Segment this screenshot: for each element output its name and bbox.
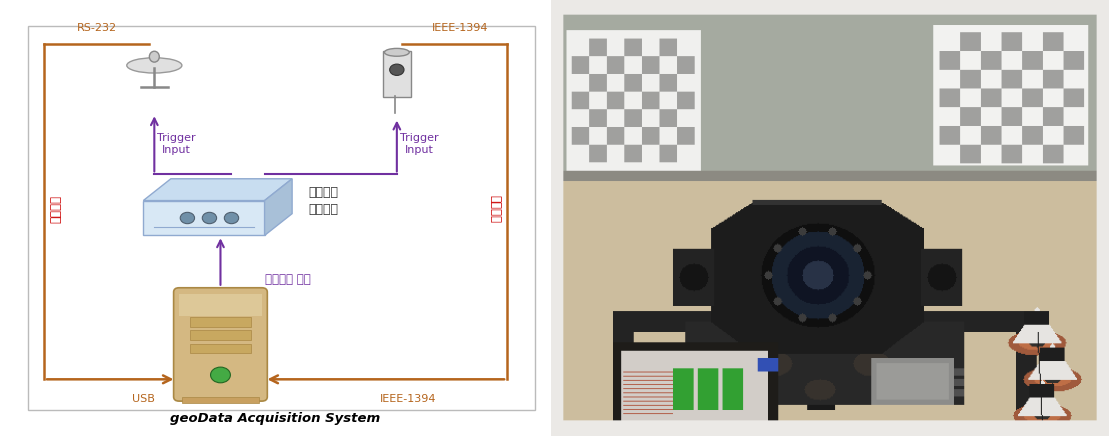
Circle shape [181, 212, 194, 224]
Ellipse shape [150, 51, 160, 62]
FancyBboxPatch shape [174, 288, 267, 401]
Text: Trigger
Input: Trigger Input [399, 133, 438, 155]
Text: RS-232: RS-232 [77, 24, 116, 33]
FancyBboxPatch shape [190, 317, 251, 327]
Polygon shape [143, 179, 292, 201]
FancyBboxPatch shape [28, 26, 535, 410]
FancyBboxPatch shape [182, 397, 260, 403]
Polygon shape [265, 179, 292, 235]
Text: IEEE-1394: IEEE-1394 [433, 24, 488, 33]
Text: Trigger
Input: Trigger Input [157, 133, 195, 155]
Text: 영상정보: 영상정보 [489, 195, 501, 223]
Ellipse shape [385, 48, 409, 56]
FancyBboxPatch shape [383, 51, 411, 97]
Circle shape [389, 64, 404, 75]
Circle shape [224, 212, 238, 224]
Text: geoData Acquisition System: geoData Acquisition System [171, 412, 380, 425]
Text: IEEE-1394: IEEE-1394 [379, 394, 436, 404]
Ellipse shape [126, 58, 182, 73]
FancyBboxPatch shape [190, 344, 251, 353]
Text: 위치정보: 위치정보 [50, 195, 62, 223]
Text: 동기신호 발생: 동기신호 발생 [265, 272, 311, 286]
Polygon shape [143, 201, 265, 235]
Circle shape [202, 212, 216, 224]
Circle shape [211, 367, 231, 383]
Text: USB: USB [132, 394, 155, 404]
FancyBboxPatch shape [190, 330, 251, 340]
Text: 동기신호
발생장치: 동기신호 발생장치 [308, 186, 338, 215]
FancyBboxPatch shape [180, 294, 262, 316]
